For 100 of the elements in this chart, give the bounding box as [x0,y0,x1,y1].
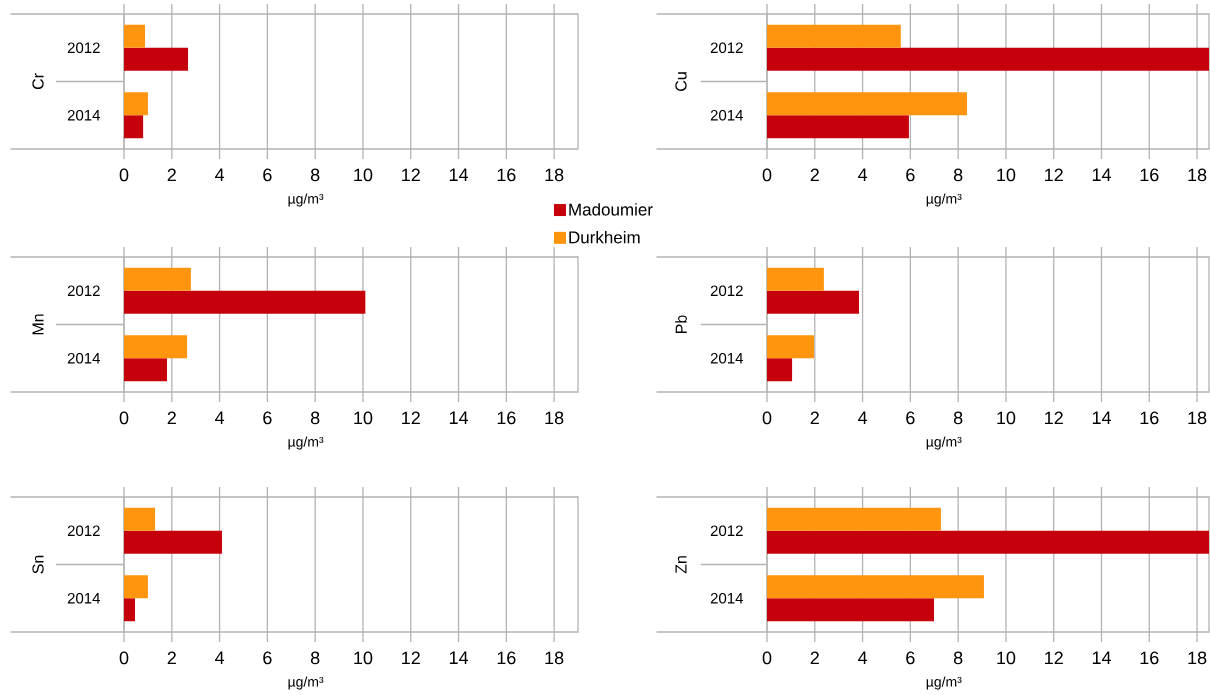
x-tick-label: 6 [906,651,915,665]
bar [767,575,984,599]
x-tick-label: 4 [214,168,225,181]
bar [124,530,222,554]
y-tick-label: 2012 [710,42,743,54]
x-tick-label: 14 [449,168,469,181]
x-tick-label: 2 [167,651,176,665]
bar [124,507,156,531]
x-tick-label: 16 [497,651,516,665]
x-tick-label: 14 [1092,168,1111,181]
x-tick-label: 2 [810,651,819,665]
y-tick-label: 2014 [710,109,744,121]
x-tick-label: 10 [354,168,373,182]
bar [124,335,188,359]
legend-label: Madoumier [569,203,653,216]
bar [767,47,1209,71]
bar [124,358,168,382]
y-axis-title: Sn [32,555,44,574]
x-tick-label: 12 [402,651,420,665]
x-axis-title: µg/m³ [288,676,324,690]
x-tick-label: 12 [1045,168,1063,182]
x-axis-title: µg/m³ [926,676,962,690]
x-tick-label: 10 [997,411,1016,425]
x-tick-label: 12 [1045,651,1063,665]
x-tick-label: 14 [449,411,469,424]
y-axis-title: Cu [675,72,687,91]
x-tick-label: 18 [545,411,564,425]
x-tick-label: 12 [402,168,420,182]
y-tick-label: 2012 [67,42,100,54]
y-axis-title: Zn [675,556,687,574]
x-tick-label: 10 [997,168,1016,182]
x-tick-label: 18 [1188,651,1207,665]
x-tick-label: 12 [1045,411,1063,425]
x-tick-label: 14 [1092,411,1111,424]
y-tick-label: 2014 [710,352,744,364]
bar [767,24,901,48]
x-tick-label: 2 [810,168,819,182]
x-tick-label: 6 [906,168,915,182]
y-tick-label: 2012 [710,525,743,537]
x-tick-label: 4 [214,411,225,424]
y-tick-label: 2014 [710,592,744,604]
x-tick-label: 8 [953,168,963,182]
bar [124,115,144,139]
x-tick-label: 16 [1140,411,1159,425]
bar [124,92,148,116]
x-tick-label: 4 [214,651,225,664]
x-axis-title: µg/m³ [926,436,962,450]
bar [767,530,1209,554]
bar [767,507,941,531]
x-tick-label: 16 [497,168,516,182]
x-tick-label: 16 [1140,168,1159,182]
x-tick-label: 0 [119,168,129,182]
x-axis-title: µg/m³ [288,436,324,450]
x-tick-label: 8 [953,651,963,665]
bar [124,24,146,48]
x-tick-label: 8 [310,168,320,182]
x-tick-label: 2 [810,411,819,425]
bar [124,290,366,314]
x-tick-label: 10 [354,651,373,665]
y-tick-label: 2014 [67,109,101,121]
x-tick-label: 8 [953,411,963,425]
x-tick-label: 18 [545,168,564,182]
y-tick-label: 2012 [67,285,100,297]
x-tick-label: 0 [119,651,129,665]
x-tick-label: 6 [263,651,272,665]
x-tick-label: 6 [263,411,272,425]
x-tick-label: 6 [263,168,272,182]
y-tick-label: 2014 [67,352,101,364]
x-tick-label: 0 [119,411,129,425]
x-tick-label: 0 [762,168,772,182]
bar [767,115,909,139]
y-tick-label: 2012 [710,285,743,297]
x-tick-label: 12 [402,411,420,425]
x-tick-label: 4 [857,411,868,424]
x-tick-label: 14 [1092,651,1111,664]
x-tick-label: 8 [310,411,320,425]
x-tick-label: 4 [857,651,868,664]
y-tick-label: 2012 [67,525,100,537]
x-tick-label: 16 [497,411,516,425]
x-tick-label: 16 [1140,651,1159,665]
y-axis-title: Cr [32,73,44,90]
bar [124,47,189,71]
bar [767,92,967,116]
x-tick-label: 0 [762,411,772,425]
legend-label: Durkheim [569,230,640,244]
y-axis-title: Mn [32,314,44,335]
x-tick-label: 6 [906,411,915,425]
x-tick-label: 10 [354,411,373,425]
x-tick-label: 10 [997,651,1016,665]
bar [124,575,148,599]
x-tick-label: 14 [449,651,469,664]
x-tick-label: 18 [545,651,564,665]
x-tick-label: 0 [762,651,772,665]
y-axis-title: Pb [675,315,687,333]
x-tick-label: 18 [1188,168,1207,182]
x-axis-title: µg/m³ [288,193,324,207]
y-tick-label: 2014 [67,592,101,604]
bar [767,598,935,622]
bar [124,598,135,622]
x-axis-title: µg/m³ [926,193,962,207]
